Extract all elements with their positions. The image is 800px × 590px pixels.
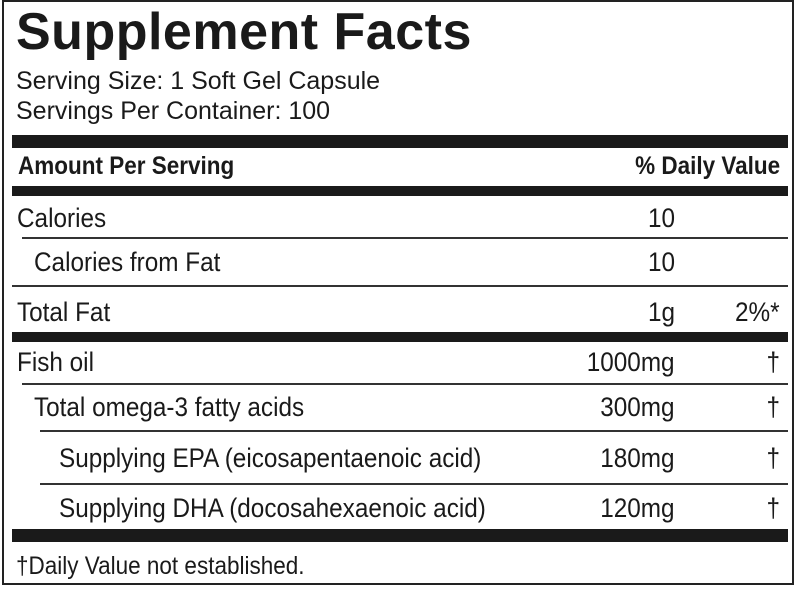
thin-divider [22,383,788,385]
thin-divider [12,285,788,287]
nutrient-label: Calories from Fat [34,247,221,277]
nutrient-row: Supplying DHA (docosahexaenoic acid) 120… [0,488,800,528]
nutrient-label: Fish oil [17,347,94,377]
nutrient-amount: 180mg [600,443,675,473]
nutrient-label: Supplying DHA (docosahexaenoic acid) [59,493,486,523]
amount-per-serving-header: Amount Per Serving [18,152,235,180]
thin-divider [40,430,788,432]
nutrient-daily-value: † [766,347,780,377]
nutrient-row: Fish oil 1000mg † [0,342,800,382]
nutrient-row: Calories from Fat 10 [0,242,800,282]
nutrient-daily-value: † [766,493,780,523]
servings-per-container: Servings Per Container: 100 [16,97,331,125]
nutrient-daily-value: † [766,443,780,473]
nutrient-label: Total omega-3 fatty acids [34,392,305,422]
nutrient-label: Total Fat [17,297,111,327]
nutrient-daily-value: 2%* [735,297,780,327]
nutrient-amount: 10 [647,247,675,277]
nutrient-label: Supplying EPA (eicosapentaenoic acid) [59,443,482,473]
thin-divider [40,483,788,485]
thick-divider [12,529,788,542]
nutrient-amount: 10 [647,203,675,233]
label-title: Supplement Facts [16,3,472,61]
thick-divider [12,186,788,196]
nutrient-row: Supplying EPA (eicosapentaenoic acid) 18… [0,438,800,478]
serving-size: Serving Size: 1 Soft Gel Capsule [16,67,381,95]
nutrient-amount: 120mg [600,493,675,523]
nutrient-row: Calories 10 [0,198,800,238]
thick-divider [12,135,788,148]
nutrient-daily-value: † [766,392,780,422]
nutrient-row: Total omega-3 fatty acids 300mg † [0,387,800,427]
daily-value-header: % Daily Value [634,152,780,180]
nutrient-row: Total Fat 1g 2%* [0,292,800,332]
nutrient-amount: 1g [647,297,675,327]
nutrient-amount: 300mg [600,392,675,422]
amount-header-row: Amount Per Serving % Daily Value [0,146,800,186]
nutrient-label: Calories [17,203,107,233]
nutrient-amount: 1000mg [587,347,675,377]
thin-divider [22,237,788,239]
thick-divider [12,332,788,342]
footnote: †Daily Value not established. [16,552,305,580]
